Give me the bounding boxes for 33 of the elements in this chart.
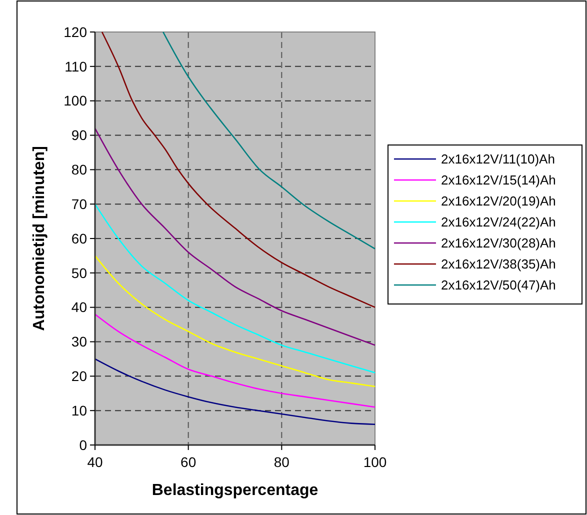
line-series	[162, 31, 376, 250]
legend-label: 2x16x12V/20(19)Ah	[441, 194, 556, 209]
legend-label: 2x16x12V/38(35)Ah	[441, 256, 556, 272]
line-series	[94, 255, 376, 388]
y-tick-label: 100	[64, 92, 88, 109]
y-tick-label: 70	[71, 196, 88, 212]
legend-label: 2x16x12V/50(47)Ah	[441, 278, 556, 293]
legend-label: 2x16x12V/24(22)Ah	[441, 214, 556, 230]
x-tick-label: 100	[363, 454, 387, 470]
line-series	[94, 358, 376, 425]
y-tick-label: 60	[71, 230, 88, 246]
y-tick-label: 30	[71, 334, 88, 350]
y-axis-title: Autonomietijd [minuten]	[31, 146, 48, 331]
line-series	[94, 314, 376, 408]
line-series	[101, 31, 376, 308]
x-tick-label: 80	[274, 454, 290, 470]
line-series	[94, 128, 376, 346]
x-tick-label: 60	[180, 454, 196, 470]
y-tick-label: 120	[64, 24, 88, 40]
y-tick-label: 50	[71, 264, 88, 281]
y-tick-label: 10	[71, 402, 88, 418]
y-tick-label: 20	[71, 368, 88, 384]
y-tick-label: 110	[64, 58, 88, 74]
legend-label: 2x16x12V/15(14)Ah	[441, 172, 556, 188]
line-series	[94, 203, 376, 374]
x-axis-title: Belastingspercentage	[152, 482, 318, 499]
y-tick-label: 40	[71, 299, 88, 316]
y-tick-label: 90	[71, 127, 88, 144]
legend-label: 2x16x12V/30(28)Ah	[441, 236, 556, 251]
y-tick-label: 0	[79, 436, 88, 453]
x-tick-label: 40	[87, 454, 103, 470]
y-tick-label: 80	[71, 162, 88, 178]
legend-label: 2x16x12V/11(10)Ah	[441, 152, 555, 167]
